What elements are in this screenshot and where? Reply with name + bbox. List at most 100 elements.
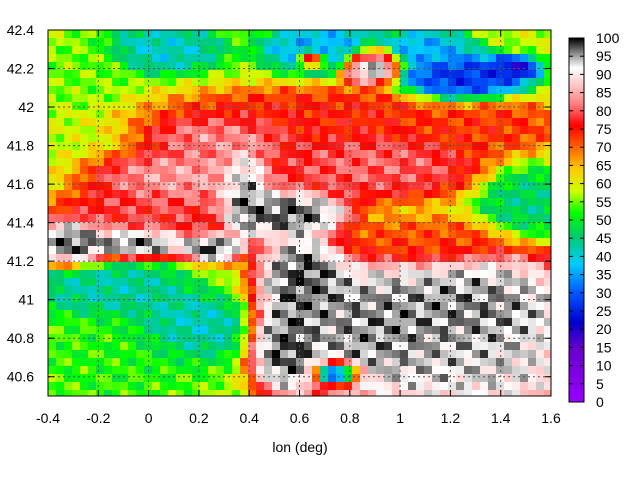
heatmap-cell <box>152 86 161 95</box>
heatmap-cell <box>328 102 337 111</box>
heatmap-cell <box>424 54 433 63</box>
heatmap-cell <box>232 158 241 167</box>
heatmap-cell <box>472 102 481 111</box>
heatmap-cell <box>528 342 537 351</box>
heatmap-cell <box>520 302 529 311</box>
heatmap-cell <box>104 190 113 199</box>
heatmap-cell <box>176 118 185 127</box>
heatmap-cell <box>232 302 241 311</box>
heatmap-cell <box>120 118 129 127</box>
heatmap-cell <box>488 94 497 103</box>
heatmap-cell <box>504 38 513 47</box>
heatmap-cell <box>176 78 185 87</box>
colorbar-slice <box>569 183 584 185</box>
colorbar-slice <box>569 259 584 261</box>
heatmap-cell <box>352 102 361 111</box>
heatmap-cell <box>456 342 465 351</box>
colorbar-slice <box>569 246 584 248</box>
colorbar-slice <box>569 78 584 80</box>
heatmap-cell <box>192 198 201 207</box>
heatmap-cell <box>408 278 417 287</box>
heatmap-cell <box>472 326 481 335</box>
heatmap-cell <box>80 46 89 55</box>
heatmap-cell <box>272 70 281 79</box>
heatmap-cell <box>48 238 57 247</box>
heatmap-cell <box>408 334 417 343</box>
heatmap-cell <box>416 134 425 143</box>
heatmap-cell <box>104 94 113 103</box>
heatmap-cell <box>48 94 57 103</box>
heatmap-cell <box>360 54 369 63</box>
heatmap-cell <box>224 238 233 247</box>
heatmap-cell <box>88 182 97 191</box>
heatmap-cell <box>192 110 201 119</box>
heatmap-cell <box>464 358 473 367</box>
heatmap-cell <box>216 342 225 351</box>
heatmap-cell <box>384 366 393 375</box>
heatmap-cell <box>216 142 225 151</box>
heatmap-cell <box>288 166 297 175</box>
heatmap-cell <box>112 366 121 375</box>
colorbar-slice <box>569 186 584 188</box>
heatmap-cell <box>496 270 505 279</box>
heatmap-cell <box>440 366 449 375</box>
heatmap-cell <box>96 230 105 239</box>
heatmap-cell <box>232 254 241 263</box>
heatmap-cell <box>376 214 385 223</box>
heatmap-cell <box>72 382 81 391</box>
heatmap-cell <box>488 46 497 55</box>
colorbar-slice <box>569 97 584 99</box>
heatmap-cell <box>136 38 145 47</box>
heatmap-cell <box>264 46 273 55</box>
heatmap-cell <box>360 270 369 279</box>
heatmap-cell <box>368 158 377 167</box>
heatmap-cell <box>248 86 257 95</box>
heatmap-cell <box>536 38 545 47</box>
heatmap-cell <box>512 230 521 239</box>
heatmap-cell <box>520 174 529 183</box>
heatmap-cell <box>456 390 465 396</box>
heatmap-cell <box>528 150 537 159</box>
heatmap-cell <box>472 350 481 359</box>
heatmap-cell <box>136 382 145 391</box>
heatmap-cell <box>448 150 457 159</box>
heatmap-cell <box>536 350 545 359</box>
x-tick-label: 1 <box>396 410 404 426</box>
heatmap-cell <box>152 294 161 303</box>
heatmap-cell <box>376 222 385 231</box>
heatmap-cell <box>480 214 489 223</box>
heatmap-cell <box>536 110 545 119</box>
heatmap-cell <box>168 278 177 287</box>
heatmap-cell <box>528 230 537 239</box>
heatmap-cell <box>408 310 417 319</box>
heatmap-cell <box>56 366 65 375</box>
colorbar-slice <box>569 172 584 174</box>
heatmap-cell <box>352 382 361 391</box>
heatmap-cell <box>496 230 505 239</box>
heatmap-cell <box>208 134 217 143</box>
heatmap-cell <box>48 270 57 279</box>
heatmap-cell <box>240 374 249 383</box>
heatmap-cell <box>440 70 449 79</box>
heatmap-cell <box>384 246 393 255</box>
heatmap-cell <box>224 166 233 175</box>
heatmap-cell <box>504 278 513 287</box>
heatmap-cell <box>480 190 489 199</box>
colorbar-slice <box>569 286 584 288</box>
heatmap-cell <box>296 78 305 87</box>
heatmap-cell <box>88 126 97 135</box>
colorbar-slice <box>569 60 584 62</box>
heatmap-cell <box>312 78 321 87</box>
heatmap-cell <box>424 38 433 47</box>
heatmap-cell <box>520 38 529 47</box>
heatmap-cell <box>112 46 121 55</box>
heatmap-cell <box>136 390 145 396</box>
colorbar-slice <box>569 121 584 123</box>
heatmap-cell <box>432 150 441 159</box>
heatmap-cell <box>136 294 145 303</box>
heatmap-cell <box>112 350 121 359</box>
heatmap-cell <box>288 222 297 231</box>
colorbar-slice <box>569 180 584 182</box>
colorbar-slice <box>569 202 584 204</box>
heatmap-cell <box>312 374 321 383</box>
